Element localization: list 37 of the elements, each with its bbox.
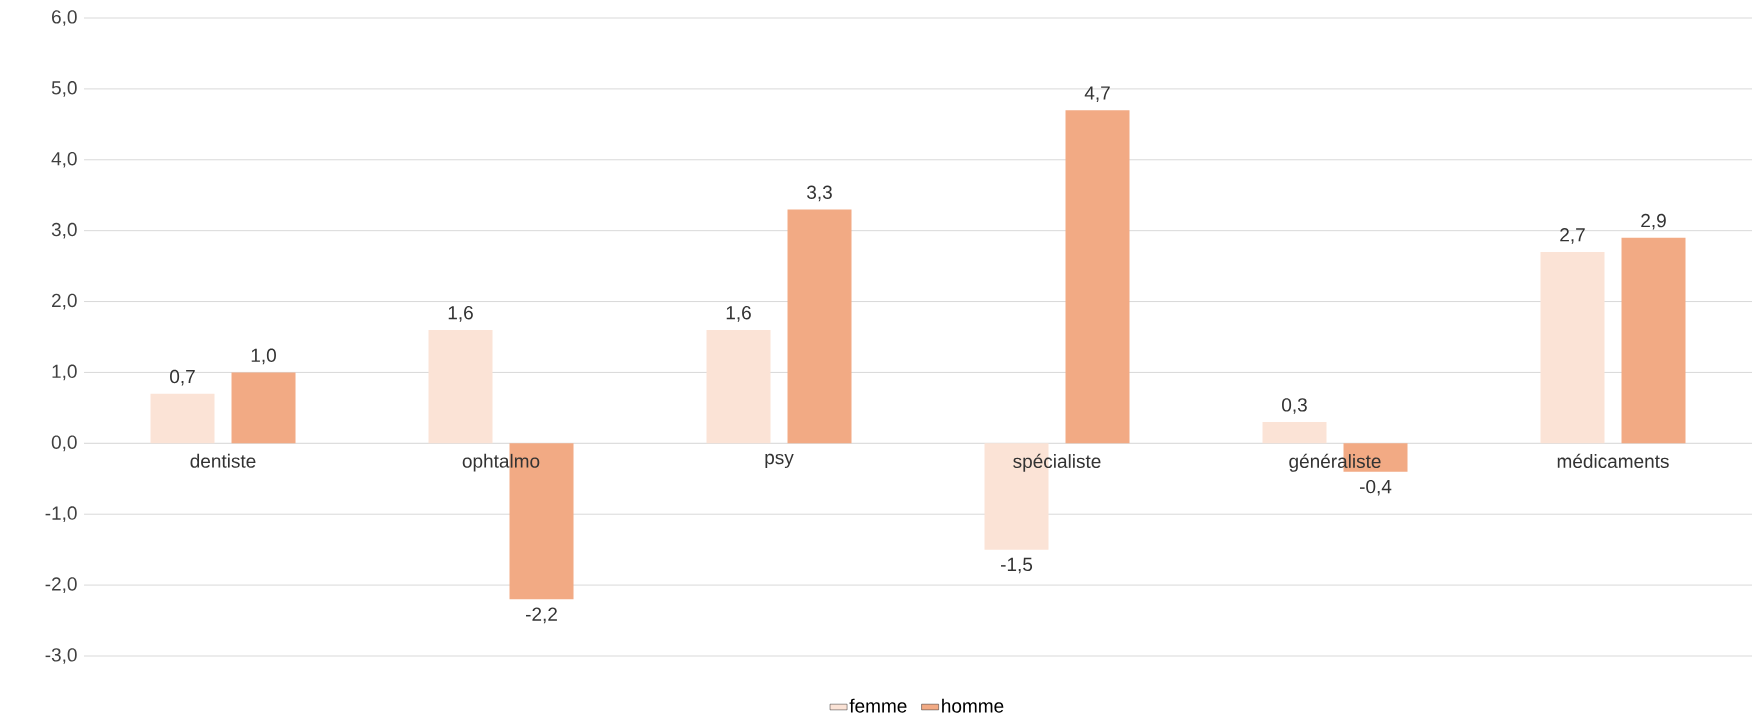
data-label: 3,3 [807, 185, 832, 202]
bar [231, 372, 296, 444]
bar [1262, 422, 1327, 444]
data-label: 0,3 [1282, 398, 1307, 414]
data-label: -2,2 [525, 607, 557, 624]
bar [428, 329, 493, 444]
data-label: 0,7 [170, 369, 195, 386]
data-label: 1,0 [251, 348, 276, 365]
y-tick-label: 4,0 [51, 151, 77, 168]
data-label: 1,6 [726, 306, 751, 322]
data-label: 1,6 [448, 306, 473, 322]
bar [787, 209, 852, 444]
y-tick-label: -3,0 [45, 648, 77, 664]
data-label: 2,9 [1641, 213, 1666, 230]
legend-label: femme [849, 698, 907, 713]
y-tick-label: -2,0 [45, 577, 77, 593]
y-tick-label: 2,0 [52, 293, 77, 310]
bar [1065, 110, 1130, 444]
x-tick-label: dentiste [190, 453, 256, 468]
bar [1621, 237, 1686, 444]
y-tick-label: 3,0 [51, 222, 77, 239]
x-tick-label: médicaments [1557, 453, 1669, 469]
y-tick-label: 1,0 [52, 364, 77, 381]
data-label: 4,7 [1084, 86, 1110, 102]
data-label: -0,4 [1359, 479, 1392, 496]
data-label: 2,7 [1560, 228, 1585, 244]
bar [1540, 251, 1605, 444]
y-tick-label: 5,0 [51, 81, 77, 97]
y-tick-label: -1,0 [45, 506, 77, 523]
bar [706, 329, 771, 444]
y-tick-label: 0,0 [51, 435, 77, 452]
bar [150, 393, 215, 444]
legend-label: homme [942, 698, 1004, 713]
x-tick-label: spécialiste [1013, 453, 1101, 472]
data-label: -1,5 [1000, 557, 1033, 574]
x-tick-label: psy [765, 453, 794, 469]
y-tick-label: 6,0 [52, 10, 77, 26]
